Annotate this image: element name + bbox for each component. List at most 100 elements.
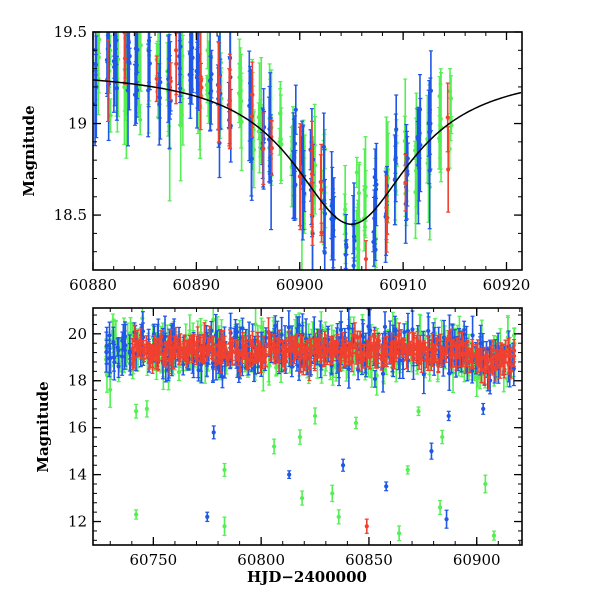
- bottom-data-point-red: [189, 335, 194, 361]
- bottom-data-point-red: [277, 329, 282, 354]
- top-data-point-blue: [405, 142, 410, 175]
- bottom-data-point-blue: [111, 326, 116, 358]
- bottom-data-point-red: [506, 337, 511, 367]
- bottom-data-point-red: [131, 346, 137, 369]
- bottom-axes-frame: [92, 307, 523, 546]
- top-data-point-red: [319, 222, 324, 243]
- bottom-outlier-point: [416, 406, 421, 417]
- bottom-data-point-red: [222, 335, 227, 359]
- bottom-x-tick-label: 60900: [453, 551, 501, 569]
- bottom-outlier-point: [429, 442, 434, 460]
- top-x-tick-label: 60900: [276, 276, 324, 294]
- top-data-point-green: [138, 32, 143, 92]
- bottom-data-point-red: [368, 336, 373, 351]
- bottom-data-point-red: [375, 339, 381, 359]
- top-data-point-red: [310, 144, 315, 246]
- bottom-data-point-red: [258, 340, 263, 359]
- bottom-data-point-red: [498, 342, 504, 360]
- top-y-tick-label: 19.5: [54, 23, 87, 41]
- top-data-point-blue: [114, 55, 119, 121]
- bottom-data-point-red: [467, 350, 472, 374]
- bottom-data-point-red: [470, 343, 475, 364]
- bottom-x-tick-label: 60800: [237, 551, 285, 569]
- bottom-panel: 60750 60800 60850 60900 12 14 16 18 20 Magnitude…: [34, 307, 523, 586]
- bottom-data-point-blue: [116, 337, 121, 364]
- top-y-tick-label: 18.5: [54, 206, 87, 224]
- bottom-data-point-blue: [123, 324, 128, 367]
- bottom-data-point-red: [406, 332, 412, 357]
- bottom-data-point-red: [304, 341, 310, 367]
- top-data-point-blue: [293, 149, 298, 220]
- top-data-point-red: [217, 75, 222, 99]
- top-data-point-blue: [293, 84, 298, 135]
- bottom-x-tick-label: 60850: [345, 551, 393, 569]
- bottom-outlier-point: [222, 516, 227, 536]
- bottom-outlier-point: [144, 400, 149, 418]
- bottom-data-point-red: [479, 356, 484, 384]
- bottom-outlier-point: [222, 462, 227, 477]
- top-data-point-green: [239, 72, 244, 172]
- bottom-outlier-point: [134, 509, 139, 520]
- bottom-data-point-red: [141, 343, 147, 363]
- top-data-point-blue: [344, 239, 349, 256]
- top-data-point-blue: [322, 178, 328, 249]
- bottom-data-point-red: [508, 347, 513, 366]
- top-data-point-blue: [147, 36, 152, 91]
- top-data-point-red: [174, 32, 179, 96]
- top-x-tick-label: 60890: [173, 276, 221, 294]
- top-data-point-red: [261, 112, 266, 186]
- bottom-outlier-point: [336, 509, 341, 525]
- bottom-data-point-red: [435, 334, 440, 346]
- bottom-data-point-blue: [127, 334, 132, 372]
- top-model-curve: [93, 79, 522, 225]
- bottom-data-point-red: [511, 345, 517, 367]
- bottom-y-tick-label: 16: [68, 419, 87, 437]
- bottom-y-tick-label: 14: [68, 466, 87, 484]
- top-data-point-blue: [428, 50, 434, 132]
- bottom-data-point-red: [340, 343, 345, 359]
- bottom-outlier-point: [384, 481, 389, 492]
- bottom-outlier-point: [271, 438, 277, 455]
- bottom-data-point-red: [361, 350, 366, 369]
- top-x-tick-label: 60910: [379, 276, 427, 294]
- bottom-data-point-red: [432, 343, 437, 363]
- top-y-axis-title: Magnitude: [20, 105, 38, 196]
- bottom-data-point-red: [286, 344, 291, 358]
- bottom-outlier-point: [397, 525, 402, 542]
- top-data-point-blue: [352, 219, 357, 262]
- bottom-outlier-point: [287, 470, 292, 480]
- bottom-data-point-red: [294, 333, 300, 356]
- bottom-data-point-red: [460, 331, 465, 357]
- top-y-tick-label: 19: [68, 115, 87, 133]
- bottom-data-point-red: [245, 352, 250, 370]
- bottom-outlier-point: [483, 474, 488, 494]
- top-data-point-blue: [190, 32, 195, 94]
- top-data-point-green: [180, 34, 185, 146]
- bottom-data-point-red: [445, 338, 450, 355]
- bottom-y-tick-label: 12: [68, 513, 87, 531]
- bottom-data-point-red: [207, 325, 212, 355]
- bottom-data-point-red: [335, 333, 340, 352]
- bottom-outlier-point: [205, 511, 210, 523]
- bottom-data-point-red: [248, 334, 253, 347]
- top-data-point-green: [449, 115, 454, 135]
- bottom-data-point-red: [144, 335, 149, 359]
- bottom-data-point-red: [238, 364, 243, 377]
- top-data-point-blue: [127, 47, 132, 65]
- top-data-point-green: [97, 32, 102, 54]
- top-data-point-red: [269, 120, 274, 176]
- bottom-data-point-green: [211, 308, 216, 333]
- top-data-point-red: [363, 240, 369, 270]
- bottom-data-point-red: [402, 337, 407, 351]
- bottom-data-point-red: [283, 337, 289, 364]
- top-data-point-red: [385, 200, 390, 235]
- bottom-outlier-point: [211, 425, 216, 440]
- bottom-data-point-red: [372, 329, 377, 344]
- bottom-outlier-point: [491, 530, 497, 541]
- bottom-data-point-red: [178, 333, 183, 363]
- bottom-data-point-red: [255, 335, 261, 363]
- top-data-point-blue: [158, 32, 163, 140]
- top-data-point-green: [312, 115, 318, 215]
- top-data-point-blue: [209, 49, 214, 99]
